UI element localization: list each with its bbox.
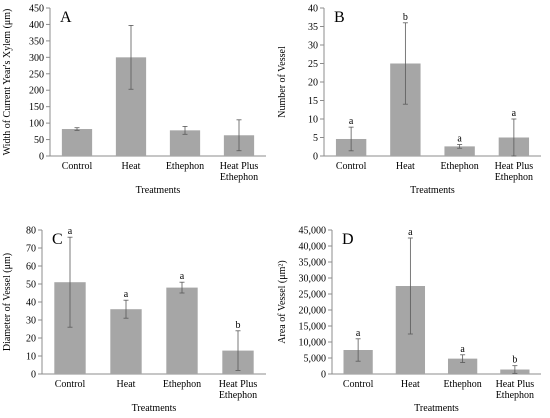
x-axis-label: Treatments <box>132 403 177 414</box>
x-tick-label: Control <box>55 379 86 390</box>
x-axis-label: Treatments <box>410 185 455 196</box>
x-tick-label: Ethephon <box>163 379 201 390</box>
y-tick-label: 50 <box>26 280 36 291</box>
panel-b-vessel-number-chart: 0 5 10 15 20 25 30 35 40 a Control b Heat a Ethephon a H… <box>277 4 541 196</box>
x-tick-label: Heat Plus <box>495 161 534 172</box>
panel-letter: D <box>342 231 354 248</box>
panel-letter: B <box>334 9 345 26</box>
bar <box>110 309 142 374</box>
significance-letter: a <box>356 328 361 339</box>
y-axis-label: Width of Current Year's Xylem (μm) <box>2 9 13 156</box>
y-tick-label: 10 <box>26 352 36 363</box>
significance-letter: b <box>236 320 241 331</box>
y-tick-label: 30 <box>308 41 318 52</box>
y-tick-label: 0 <box>31 370 36 381</box>
bar <box>166 287 198 374</box>
y-tick-label: 20 <box>308 78 318 89</box>
x-tick-label: Control <box>343 379 374 390</box>
x-tick-label: Heat Plus <box>219 379 258 390</box>
y-tick-label: 25,000 <box>299 290 327 301</box>
y-tick-label: 40 <box>308 4 318 15</box>
y-tick-label: 450 <box>29 4 44 15</box>
x-tick-label: Heat <box>396 161 415 172</box>
x-axis-label: Treatments <box>136 185 181 196</box>
y-axis-label: Diameter of Vessel (μm) <box>2 253 13 351</box>
panel-letter: C <box>52 231 63 248</box>
y-axis-label: Area of Vessel (μm²) <box>277 260 288 343</box>
y-tick-label: 5,000 <box>304 354 327 365</box>
y-tick-label: 200 <box>29 86 44 97</box>
y-tick-label: 30,000 <box>299 274 327 285</box>
significance-letter: a <box>180 271 185 282</box>
y-tick-label: 70 <box>26 244 36 255</box>
y-tick-label: 5 <box>313 133 318 144</box>
x-tick-label: Ethephon <box>496 390 534 401</box>
y-tick-label: 40,000 <box>299 242 327 253</box>
y-tick-label: 0 <box>39 152 44 163</box>
x-tick-label: Ethephon <box>166 161 204 172</box>
y-tick-label: 30 <box>26 316 36 327</box>
x-tick-label: Heat <box>117 379 136 390</box>
y-tick-label: 35 <box>308 22 318 33</box>
y-tick-label: 50 <box>34 135 44 146</box>
x-tick-label: Ethephon <box>440 161 478 172</box>
x-tick-label: Control <box>336 161 367 172</box>
y-tick-label: 60 <box>26 262 36 273</box>
x-tick-label: Ethephon <box>443 379 481 390</box>
y-tick-label: 0 <box>321 370 326 381</box>
x-tick-label: Heat <box>401 379 420 390</box>
y-tick-label: 10 <box>308 115 318 126</box>
significance-letter: a <box>349 116 354 127</box>
y-tick-label: 15,000 <box>299 322 327 333</box>
y-tick-label: 300 <box>29 53 44 64</box>
panel-c-vessel-diameter-chart: 0 10 20 30 40 50 60 70 80 a Control a Heat a Ethephon b… <box>2 226 266 414</box>
y-tick-label: 25 <box>308 59 318 70</box>
significance-letter: b <box>403 12 408 23</box>
significance-letter: b <box>512 355 517 366</box>
panel-a-xylem-width-chart: 0 50 100 150 200 250 300 350 400 450 Control Heat Et… <box>2 4 266 196</box>
y-tick-label: 10,000 <box>299 338 327 349</box>
x-tick-label: Ethephon <box>219 390 257 401</box>
x-tick-label: Heat Plus <box>496 379 535 390</box>
y-tick-label: 400 <box>29 20 44 31</box>
y-tick-label: 40 <box>26 298 36 309</box>
y-tick-label: 45,000 <box>299 226 327 237</box>
significance-letter: a <box>460 344 465 355</box>
bar <box>61 129 93 156</box>
y-tick-label: 150 <box>29 102 44 113</box>
x-axis-label: Treatments <box>414 403 459 414</box>
y-tick-label: 250 <box>29 69 44 80</box>
panel-letter: A <box>60 9 72 26</box>
x-tick-label: Ethephon <box>495 172 533 183</box>
bar <box>444 146 475 156</box>
x-tick-label: Heat Plus <box>220 161 259 172</box>
y-axis-label: Number of Vessel <box>277 46 288 118</box>
panel-d-vessel-area-chart: 0 5,000 10,000 15,000 20,000 25,000 30,000 35,0… <box>277 226 541 414</box>
x-tick-label: Control <box>62 161 93 172</box>
y-tick-label: 350 <box>29 36 44 47</box>
significance-letter: a <box>68 226 73 237</box>
y-tick-label: 15 <box>308 96 318 107</box>
y-tick-label: 35,000 <box>299 258 327 269</box>
y-tick-label: 20 <box>26 334 36 345</box>
y-tick-label: 80 <box>26 226 36 237</box>
significance-letter: a <box>512 108 517 119</box>
x-tick-label: Heat <box>122 161 141 172</box>
x-tick-label: Ethephon <box>220 172 258 183</box>
significance-letter: a <box>457 134 462 145</box>
y-tick-label: 100 <box>29 119 44 130</box>
y-tick-label: 0 <box>313 152 318 163</box>
significance-letter: a <box>124 289 129 300</box>
significance-letter: a <box>408 227 413 238</box>
bar <box>447 358 478 374</box>
y-tick-label: 20,000 <box>299 306 327 317</box>
